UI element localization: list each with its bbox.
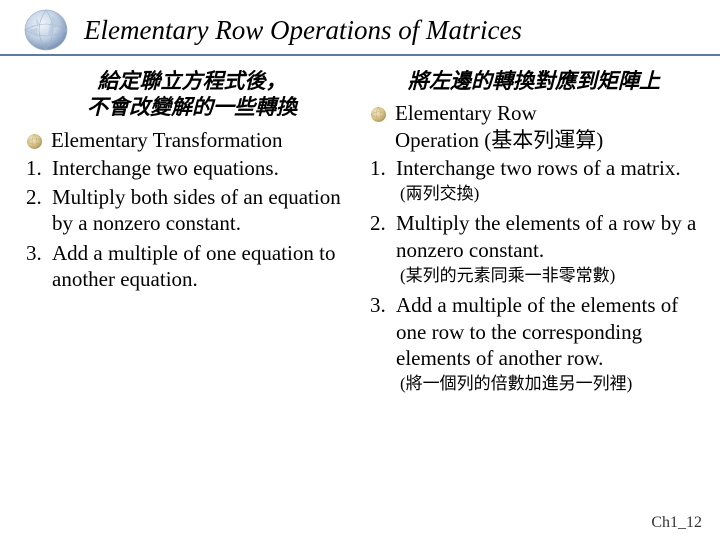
item-number: 2. xyxy=(370,210,396,236)
item-text: Add a multiple of the elements of one ro… xyxy=(396,292,702,371)
item-number: 3. xyxy=(26,240,52,266)
item-note: (某列的元素同乘一非零常數) xyxy=(366,266,702,286)
left-bullet-row: Elementary Transformation xyxy=(22,127,362,153)
item-number: 1. xyxy=(370,155,396,181)
item-text: Multiply the elements of a row by a nonz… xyxy=(396,210,702,263)
right-bullet-line1: Elementary Row xyxy=(395,101,537,125)
globe-bullet-icon xyxy=(370,106,387,123)
item-text: Multiply both sides of an equation by a … xyxy=(52,184,362,237)
left-subheading-line1: 給定聯立方程式後， xyxy=(98,69,287,93)
list-item: 1. Interchange two equations. xyxy=(22,155,362,181)
right-bullet-row: Elementary Row Operation (基本列運算) xyxy=(366,100,702,153)
page-title: Elementary Row Operations of Matrices xyxy=(84,15,522,46)
list-item: 1. Interchange two rows of a matrix. xyxy=(366,155,702,181)
globe-icon xyxy=(18,8,74,52)
item-number: 1. xyxy=(26,155,52,181)
left-bullet-text: Elementary Transformation xyxy=(51,127,283,153)
left-column: 給定聯立方程式後， 不會改變解的一些轉換 Elementary Transfor xyxy=(22,68,362,400)
globe-bullet-icon xyxy=(26,133,43,150)
left-subheading-line2: 不會改變解的一些轉換 xyxy=(87,95,297,119)
item-text: Interchange two rows of a matrix. xyxy=(396,155,702,181)
content-columns: 給定聯立方程式後， 不會改變解的一些轉換 Elementary Transfor xyxy=(0,56,720,400)
right-column: 將左邊的轉換對應到矩陣上 Elementary Row Operation (基… xyxy=(362,68,702,400)
item-text: Interchange two equations. xyxy=(52,155,362,181)
list-item: 3. Add a multiple of one equation to ano… xyxy=(22,240,362,293)
slide-footer: Ch1_12 xyxy=(651,514,702,532)
title-bar: Elementary Row Operations of Matrices xyxy=(0,0,720,56)
list-item: 3. Add a multiple of the elements of one… xyxy=(366,292,702,371)
item-text: Add a multiple of one equation to anothe… xyxy=(52,240,362,293)
list-item: 2. Multiply both sides of an equation by… xyxy=(22,184,362,237)
item-note: (將一個列的倍數加進另一列裡) xyxy=(366,374,702,394)
item-number: 3. xyxy=(370,292,396,318)
left-subheading: 給定聯立方程式後， 不會改變解的一些轉換 xyxy=(22,68,362,121)
right-bullet-line2: Operation (基本列運算) xyxy=(395,128,603,152)
right-bullet-text: Elementary Row Operation (基本列運算) xyxy=(395,100,603,153)
item-number: 2. xyxy=(26,184,52,210)
list-item: 2. Multiply the elements of a row by a n… xyxy=(366,210,702,263)
item-note: (兩列交換) xyxy=(366,184,702,204)
right-subheading: 將左邊的轉換對應到矩陣上 xyxy=(366,68,702,94)
